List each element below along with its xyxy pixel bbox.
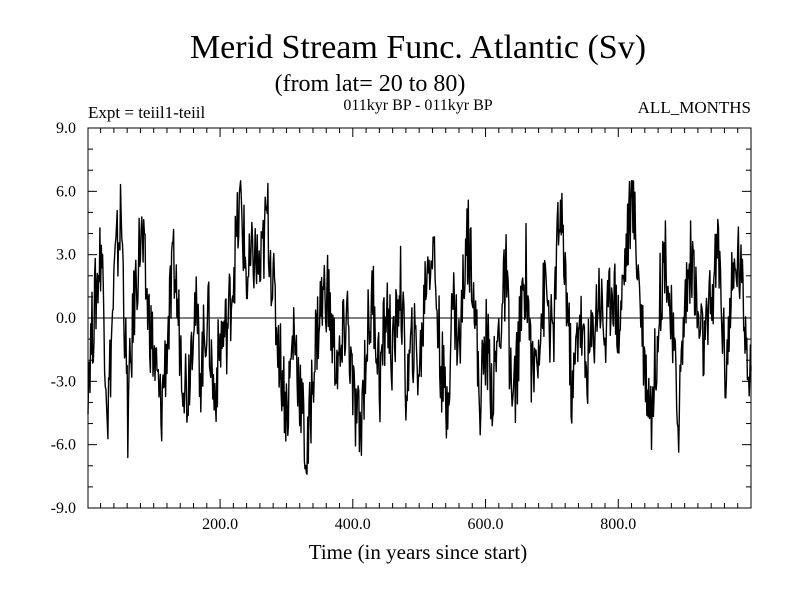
y-tick-label: -3.0	[51, 373, 76, 390]
series-layer	[87, 180, 752, 475]
x-tick-label: 600.0	[468, 516, 504, 533]
y-tick-label: 6.0	[56, 183, 76, 200]
x-tick-label: 800.0	[600, 516, 636, 533]
plot-frame	[87, 127, 752, 509]
y-tick-label: -6.0	[51, 437, 76, 454]
chart-subtitle: (from lat= 20 to 80)	[275, 71, 466, 97]
period-label: 011kyr BP - 011kyr BP	[343, 97, 492, 114]
months-label: ALL_MONTHS	[638, 98, 751, 117]
x-tick-label: 200.0	[202, 516, 238, 533]
experiment-label: Expt = teiil1-teiil	[88, 103, 206, 122]
y-tick-label: 9.0	[56, 120, 76, 137]
y-tick-label: 3.0	[56, 247, 76, 264]
y-tick-label: -9.0	[51, 500, 76, 517]
series-line	[87, 180, 752, 475]
y-tick-label: 0.0	[56, 310, 76, 327]
ticks: 200.0 400.0 600.0 800.0 -9.0 -6.0 -3.0 0.0 3.0 6.…	[51, 120, 751, 533]
x-tick-label: 400.0	[335, 516, 371, 533]
chart-title: Merid Stream Func. Atlantic (Sv)	[190, 29, 646, 66]
x-axis-label: Time (in years since start)	[309, 540, 528, 564]
